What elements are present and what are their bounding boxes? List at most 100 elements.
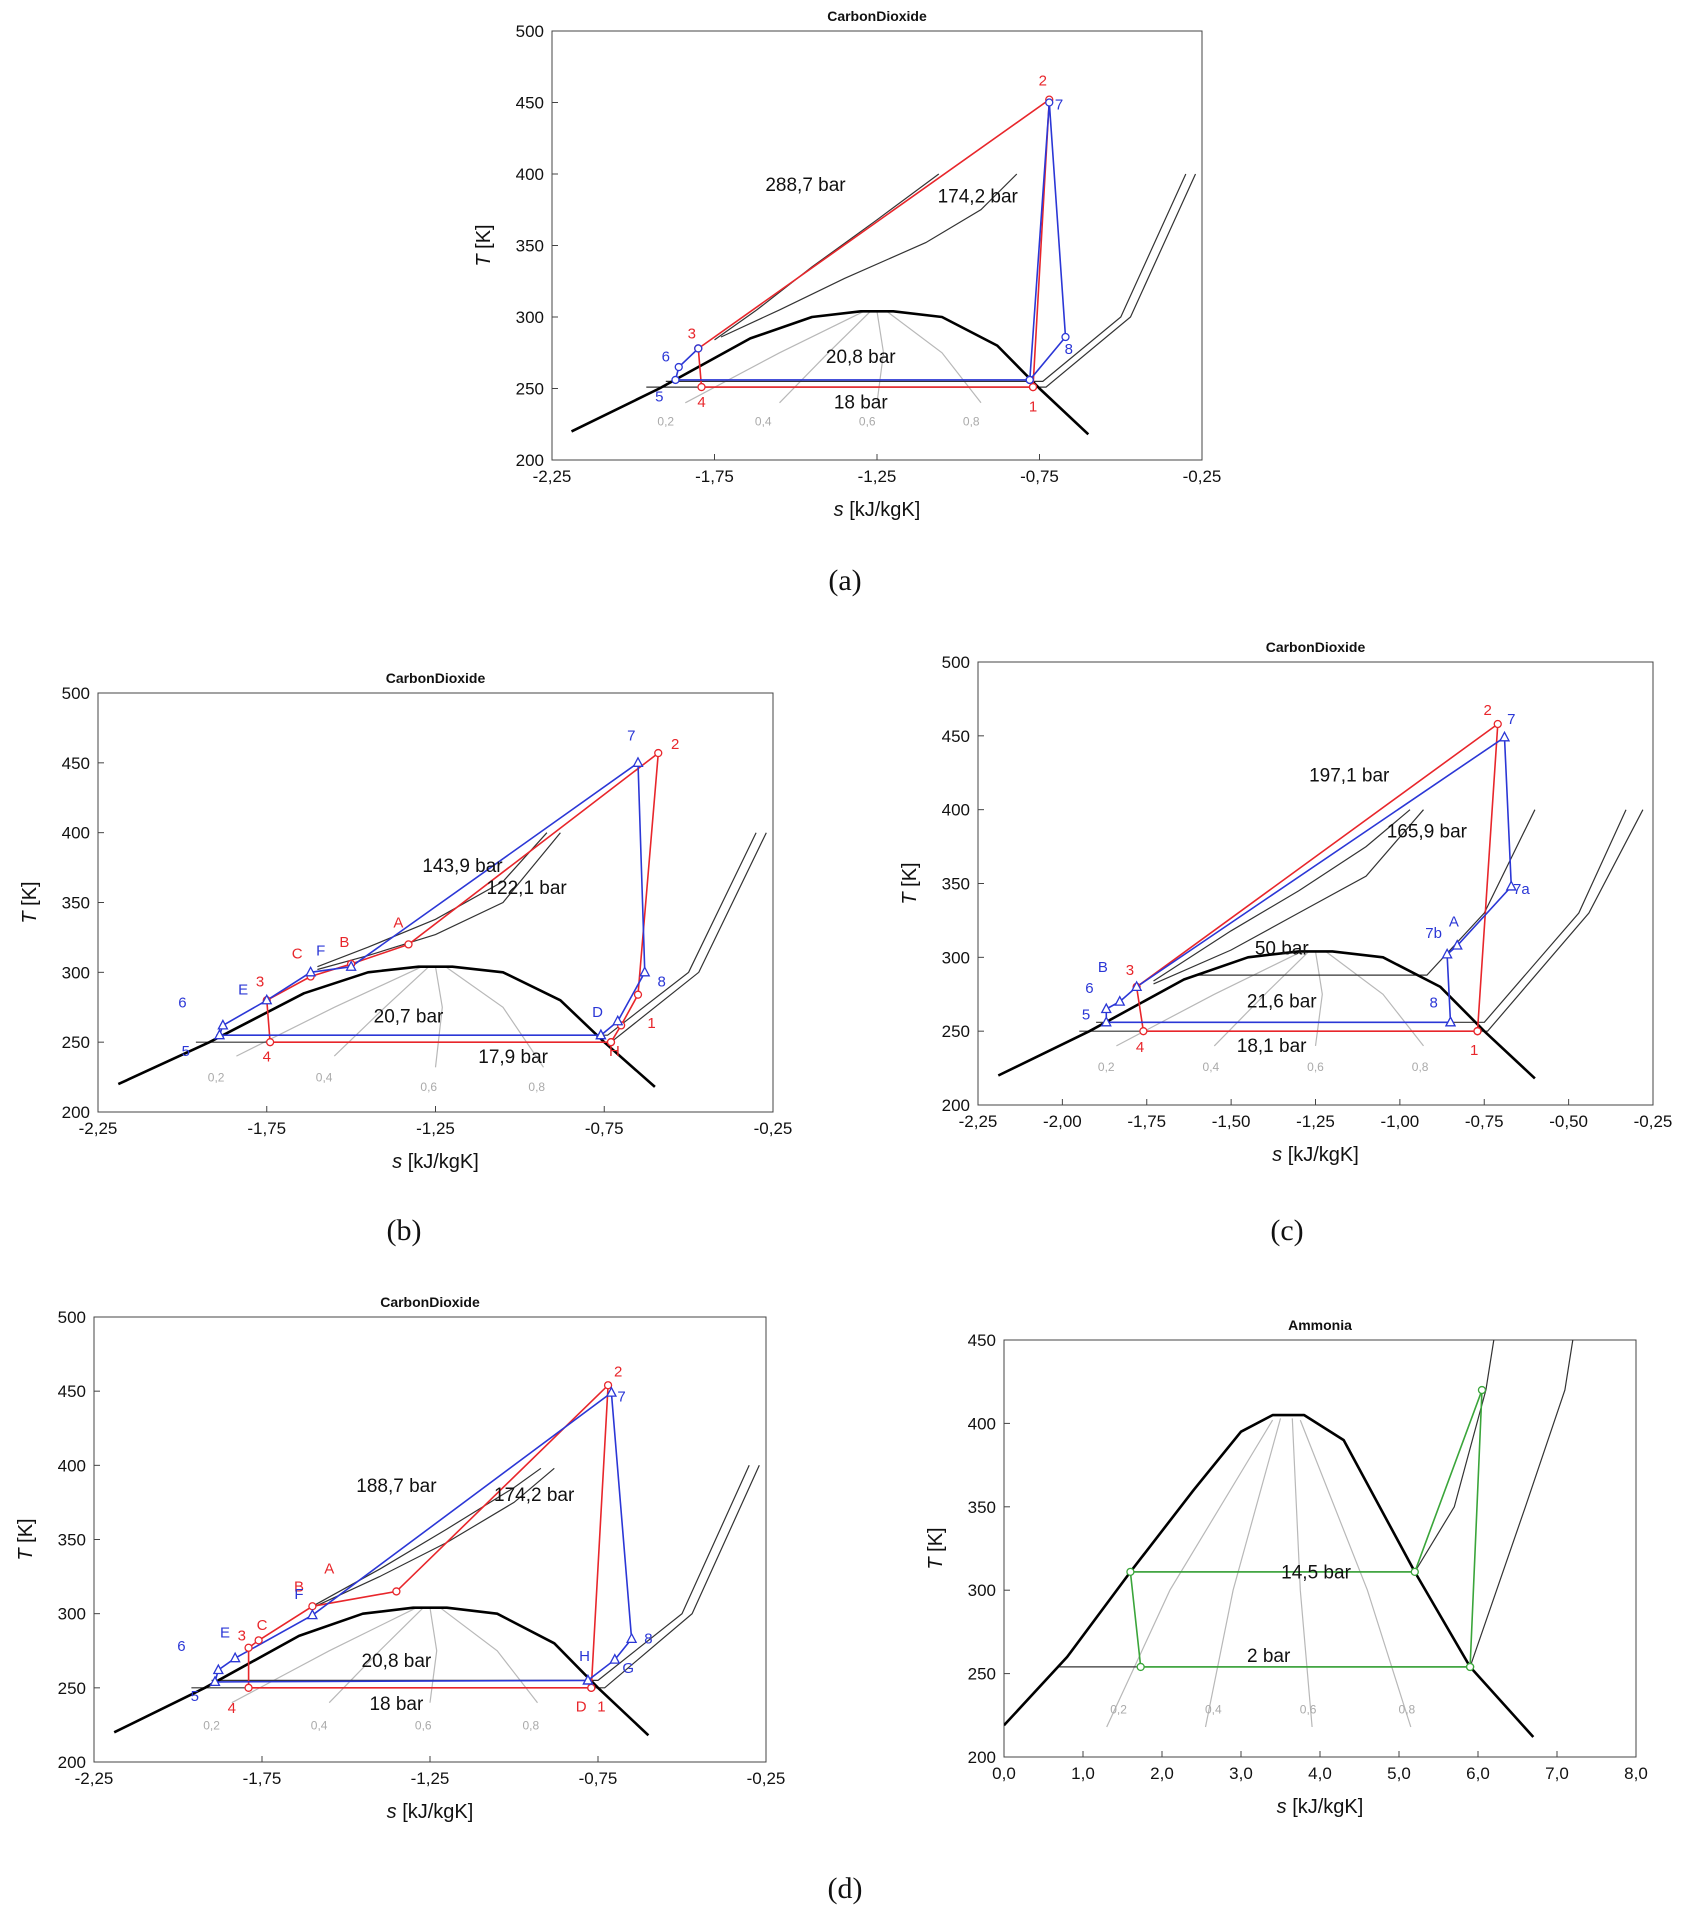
state-point-marker bbox=[1441, 947, 1453, 959]
state-point-marker bbox=[694, 344, 703, 353]
state-point-marker bbox=[308, 1602, 317, 1611]
state-point-marker bbox=[633, 990, 643, 999]
state-point-marker bbox=[1477, 1385, 1487, 1395]
chart-c: CarbonDioxide -2,25 -2,00 -1,75 -1,50 -1,25 -1… bbox=[899, 639, 1672, 1247]
state-point-marker bbox=[261, 993, 273, 1005]
x-tick-label: -1,50 bbox=[1212, 1112, 1251, 1131]
y-tick-label: 400 bbox=[942, 801, 970, 820]
x-tick-label: -2,25 bbox=[959, 1112, 998, 1131]
state-point-label: 6 bbox=[177, 1638, 185, 1655]
x-tick-label: -1,25 bbox=[416, 1119, 455, 1138]
y-tick-label: 400 bbox=[58, 1456, 86, 1475]
state-point-label: 7 bbox=[1507, 711, 1515, 728]
isobar-line bbox=[1153, 809, 1424, 985]
state-point-label: 3 bbox=[1126, 962, 1134, 979]
quality-line bbox=[1116, 950, 1303, 1047]
isobar-label: 18,1 bar bbox=[1237, 1036, 1307, 1057]
state-point-label: 6 bbox=[178, 994, 186, 1011]
quality-line bbox=[434, 966, 443, 1068]
state-point-marker bbox=[674, 362, 683, 372]
state-point-marker bbox=[632, 756, 644, 767]
y-tick-label: 250 bbox=[968, 1665, 996, 1684]
state-point-marker bbox=[1045, 98, 1054, 107]
saturation-dome bbox=[997, 950, 1536, 1080]
state-point-marker bbox=[1114, 995, 1126, 1006]
state-point-label: A bbox=[393, 915, 403, 932]
state-point-marker bbox=[209, 1675, 221, 1687]
state-point-label: 5 bbox=[655, 388, 663, 405]
state-point-label: 2 bbox=[614, 1363, 622, 1380]
state-point-marker bbox=[626, 1632, 638, 1644]
saturation-dome bbox=[570, 309, 1090, 436]
isobar-line bbox=[211, 1465, 750, 1682]
state-point-marker bbox=[1410, 1567, 1419, 1577]
saturation-dome bbox=[117, 965, 656, 1088]
state-point-label: C bbox=[257, 1617, 268, 1634]
x-tick-label: -2,25 bbox=[533, 467, 572, 486]
chart-d-co2: CarbonDioxide-2,25 -1,75 -1,25 -0,75 -0,2520… bbox=[15, 1294, 862, 1905]
y-tick-label: 450 bbox=[58, 1382, 86, 1401]
state-point-label: 7a bbox=[1513, 881, 1530, 898]
quality-line bbox=[1204, 1418, 1282, 1728]
state-point-marker bbox=[217, 1019, 229, 1030]
plot-frame bbox=[1003, 1339, 1637, 1758]
y-axis-title: T [K] bbox=[15, 1518, 37, 1560]
state-point-label: 3 bbox=[688, 325, 696, 342]
state-point-label: 8 bbox=[1429, 995, 1437, 1012]
state-point-label: 6 bbox=[1085, 980, 1093, 997]
plot-frame bbox=[977, 661, 1654, 1106]
y-tick-label: 250 bbox=[62, 1033, 90, 1052]
state-point-marker bbox=[244, 1643, 253, 1652]
state-point-label: F bbox=[294, 1586, 303, 1603]
state-point-marker bbox=[265, 1038, 275, 1047]
x-tick-label: 1,0 bbox=[1071, 1764, 1095, 1783]
isobar-line bbox=[1197, 809, 1536, 976]
y-tick-label: 350 bbox=[968, 1498, 996, 1517]
state-point-marker bbox=[1465, 1662, 1475, 1672]
state-point-marker bbox=[1126, 1567, 1135, 1577]
state-point-marker bbox=[1505, 880, 1517, 891]
state-point-marker bbox=[1131, 980, 1143, 992]
plot-frame bbox=[97, 692, 774, 1113]
state-point-label: 4 bbox=[697, 394, 705, 411]
state-point-marker bbox=[587, 1683, 596, 1692]
state-point-label: A bbox=[1449, 913, 1459, 930]
y-tick-label: 400 bbox=[968, 1414, 996, 1433]
x-tick-label: -0,75 bbox=[585, 1119, 624, 1138]
isobar-label: 18 bar bbox=[369, 1694, 424, 1715]
state-point-label: 7 bbox=[617, 1389, 625, 1406]
quality-label: 0,2 bbox=[208, 1070, 225, 1084]
x-tick-label: -1,25 bbox=[1296, 1112, 1335, 1131]
state-point-label: 1 bbox=[597, 1699, 605, 1716]
state-point-marker bbox=[1493, 719, 1502, 729]
state-point-label: 4 bbox=[263, 1049, 271, 1066]
plot-area bbox=[113, 1383, 760, 1737]
quality-label: 0,4 bbox=[755, 415, 772, 429]
y-axis-title: T [K] bbox=[19, 881, 41, 923]
quality-line bbox=[231, 1607, 417, 1704]
cycle-line bbox=[213, 1391, 633, 1683]
y-axis-title: T [K] bbox=[925, 1527, 947, 1569]
isobar-label: 2 bar bbox=[1247, 1646, 1291, 1667]
x-axis-title: s [kJ/kgK] bbox=[387, 1801, 474, 1823]
y-tick-label: 300 bbox=[968, 1581, 996, 1600]
state-point-label: 2 bbox=[1039, 72, 1047, 89]
state-point-label: 5 bbox=[1082, 1006, 1090, 1023]
x-tick-label: -0,25 bbox=[1183, 467, 1222, 486]
y-tick-label: 450 bbox=[942, 727, 970, 746]
quality-line bbox=[429, 1607, 438, 1703]
isobar-label: 14,5 bar bbox=[1281, 1563, 1351, 1584]
isobar-line bbox=[646, 173, 1197, 388]
y-tick-label: 200 bbox=[58, 1753, 86, 1772]
state-point-label: 1 bbox=[1470, 1042, 1478, 1059]
state-point-marker bbox=[305, 965, 317, 977]
state-point-marker bbox=[244, 1683, 253, 1692]
quality-line bbox=[1291, 1418, 1313, 1728]
isobar-line bbox=[720, 173, 1018, 338]
state-point-label: 5 bbox=[182, 1043, 190, 1060]
x-tick-label: 3,0 bbox=[1229, 1764, 1253, 1783]
quality-line bbox=[685, 310, 865, 404]
isobar-label: 122,1 bar bbox=[486, 878, 567, 899]
isobar-line bbox=[1096, 809, 1627, 1023]
